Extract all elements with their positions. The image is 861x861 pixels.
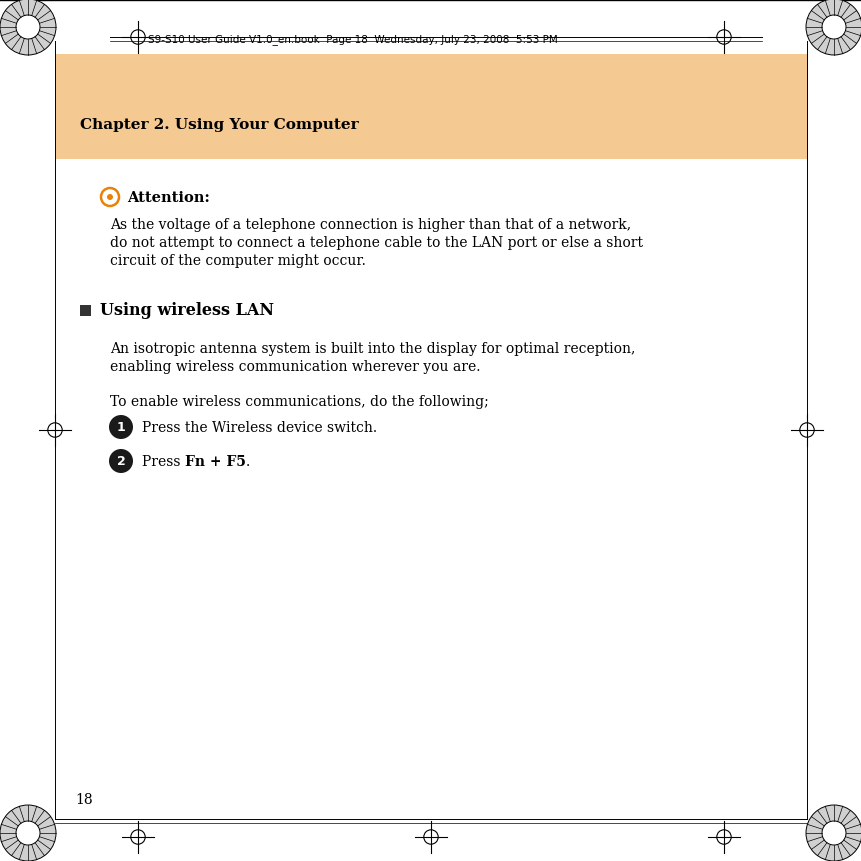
Circle shape bbox=[108, 449, 133, 474]
Circle shape bbox=[821, 821, 845, 845]
Text: 18: 18 bbox=[75, 792, 92, 806]
Text: Fn + F5: Fn + F5 bbox=[184, 455, 245, 468]
Text: Press: Press bbox=[142, 455, 184, 468]
Circle shape bbox=[108, 416, 133, 439]
Text: .: . bbox=[245, 455, 250, 468]
Bar bbox=[80, 306, 91, 317]
Circle shape bbox=[16, 821, 40, 845]
Circle shape bbox=[0, 0, 56, 56]
Bar bbox=[55, 55, 806, 160]
Text: As the voltage of a telephone connection is higher than that of a network,: As the voltage of a telephone connection… bbox=[110, 218, 630, 232]
Text: Press the Wireless device switch.: Press the Wireless device switch. bbox=[142, 420, 377, 435]
Text: 2: 2 bbox=[116, 455, 125, 468]
Circle shape bbox=[821, 16, 845, 40]
Circle shape bbox=[0, 805, 56, 861]
Text: Chapter 2. Using Your Computer: Chapter 2. Using Your Computer bbox=[80, 118, 358, 132]
Text: enabling wireless communication wherever you are.: enabling wireless communication wherever… bbox=[110, 360, 480, 374]
Text: S9-S10 User Guide V1.0_en.book  Page 18  Wednesday, July 23, 2008  5:53 PM: S9-S10 User Guide V1.0_en.book Page 18 W… bbox=[148, 34, 557, 46]
Text: Using wireless LAN: Using wireless LAN bbox=[100, 302, 274, 319]
Text: do not attempt to connect a telephone cable to the LAN port or else a short: do not attempt to connect a telephone ca… bbox=[110, 236, 642, 250]
Circle shape bbox=[805, 0, 861, 56]
Text: To enable wireless communications, do the following;: To enable wireless communications, do th… bbox=[110, 394, 488, 408]
Text: 1: 1 bbox=[116, 421, 125, 434]
Text: circuit of the computer might occur.: circuit of the computer might occur. bbox=[110, 254, 365, 268]
Text: An isotropic antenna system is built into the display for optimal reception,: An isotropic antenna system is built int… bbox=[110, 342, 635, 356]
Circle shape bbox=[107, 195, 113, 201]
Text: Attention:: Attention: bbox=[127, 191, 209, 205]
Circle shape bbox=[805, 805, 861, 861]
Circle shape bbox=[16, 16, 40, 40]
